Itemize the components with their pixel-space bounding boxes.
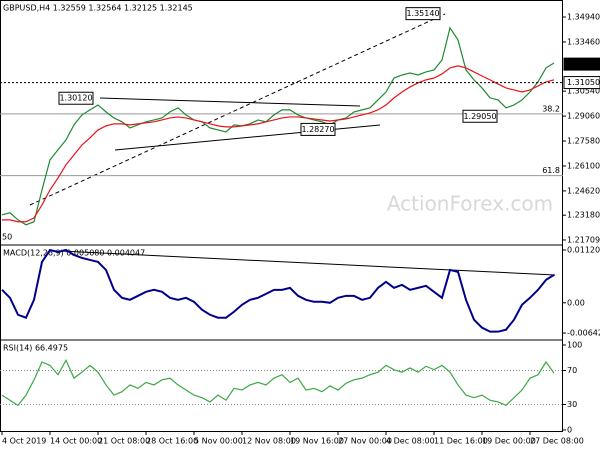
y-tick-label: 1.34940 bbox=[567, 13, 600, 22]
price-tag-label: 1.31050 bbox=[567, 78, 600, 87]
y-tick-label: 0.00 bbox=[567, 298, 585, 307]
series-line bbox=[1, 358, 555, 407]
panel-title: GBPUSD,H4 1.32559 1.32564 1.32125 1.3214… bbox=[3, 4, 193, 13]
fib-label: 61.8 bbox=[542, 166, 560, 175]
trendline bbox=[59, 250, 556, 276]
price-tag bbox=[563, 57, 600, 71]
annotation-label: 1.29050 bbox=[463, 112, 496, 121]
fib-label: 38.2 bbox=[542, 104, 560, 113]
x-tick-label: 11 Dec 16:00 bbox=[434, 437, 488, 446]
series-line bbox=[2, 65, 555, 223]
y-tick-label: 1.27580 bbox=[567, 137, 600, 146]
annotation-label: 1.28270 bbox=[301, 125, 334, 134]
y-tick-label: 1.30540 bbox=[567, 87, 600, 96]
annotation-box bbox=[58, 91, 94, 105]
y-tick-label: 1.21709 bbox=[567, 235, 600, 244]
annotation-box bbox=[462, 109, 498, 123]
x-tick-label: 5 Nov 00:00 bbox=[194, 437, 243, 446]
x-tick-label: 4 Dec 08:00 bbox=[386, 437, 435, 446]
price-tag-label: 1.32145 bbox=[567, 60, 600, 69]
panel-title: MACD(12,26,9) 0.005080 0.004047 bbox=[3, 249, 145, 258]
x-tick-label: 14 Oct 00:00 bbox=[50, 437, 102, 446]
y-tick-label: 1.29060 bbox=[567, 112, 600, 121]
y-tick-label: 100 bbox=[567, 341, 582, 350]
trendline bbox=[114, 124, 381, 151]
y-tick-label: 30 bbox=[567, 400, 577, 409]
annotation-label: 1.35140 bbox=[406, 9, 439, 18]
y-tick-label: 70 bbox=[567, 366, 577, 375]
frame bbox=[0, 0, 563, 432]
y-tick-label: 1.23180 bbox=[567, 211, 600, 220]
watermark: ActionForex.com bbox=[387, 192, 553, 216]
price-tag bbox=[563, 76, 600, 90]
x-tick-label: 4 Oct 2019 bbox=[2, 437, 46, 446]
x-tick-label: 27 Nov 00:00 bbox=[338, 437, 392, 446]
series-line bbox=[1, 26, 555, 226]
x-tick-label: 19 Dec 00:00 bbox=[482, 437, 536, 446]
edge-label: 50 bbox=[2, 233, 12, 242]
y-tick-label: 1.33460 bbox=[567, 37, 600, 46]
y-tick-label: 1.26100 bbox=[567, 161, 600, 170]
x-tick-label: 27 Dec 08:00 bbox=[530, 437, 584, 446]
y-tick-label: -0.00642 bbox=[567, 329, 600, 338]
x-tick-label: 28 Oct 16:00 bbox=[146, 437, 198, 446]
y-tick-label: 0.011209 bbox=[567, 245, 600, 254]
x-tick-label: 21 Oct 08:00 bbox=[98, 437, 150, 446]
trendline bbox=[29, 13, 446, 206]
panel-title: RSI(14) 66.4975 bbox=[3, 344, 68, 353]
annotation-label: 1.30120 bbox=[59, 94, 92, 103]
annotation-box bbox=[300, 122, 336, 136]
trendline bbox=[99, 97, 361, 107]
x-tick-label: 12 Nov 08:00 bbox=[242, 437, 296, 446]
x-tick-label: 19 Nov 16:00 bbox=[290, 437, 344, 446]
y-tick-label: 1.24620 bbox=[567, 186, 600, 195]
series-line bbox=[1, 248, 555, 333]
annotation-box bbox=[405, 7, 441, 21]
y-tick-label: 0 bbox=[567, 425, 572, 434]
